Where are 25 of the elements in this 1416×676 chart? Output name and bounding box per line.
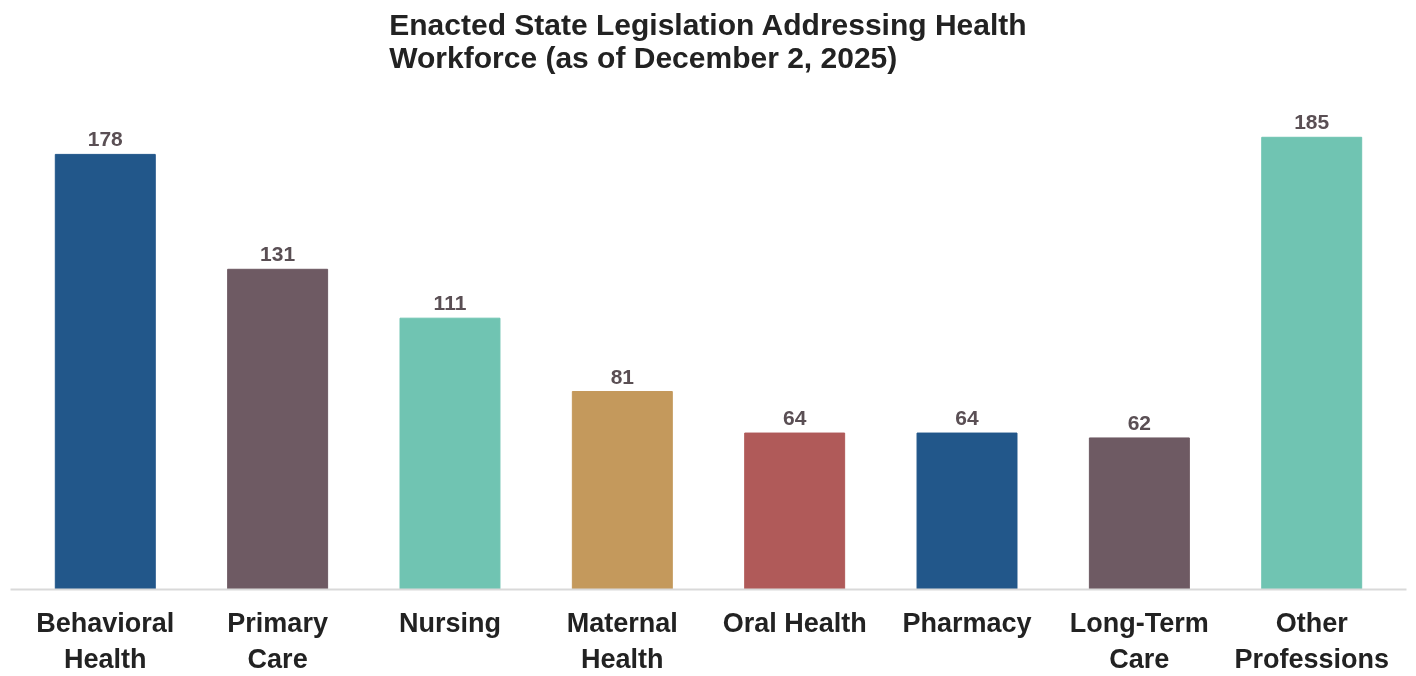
data-label: 131 xyxy=(260,242,296,266)
chart-title: Enacted State Legislation Addressing Health Workforce (as of December 2, 2025) xyxy=(389,7,1027,74)
data-label: 62 xyxy=(1127,410,1152,434)
bar xyxy=(1261,136,1363,590)
x-tick-label: Primary Care xyxy=(227,607,328,674)
data-label: 178 xyxy=(87,127,124,151)
bar xyxy=(916,432,1018,590)
x-tick-label: Behavioral Health xyxy=(36,607,175,674)
bar xyxy=(227,268,329,590)
x-tick-label: Pharmacy xyxy=(902,607,1032,638)
bar xyxy=(744,432,846,590)
data-label: 185 xyxy=(1294,110,1330,134)
data-label: 81 xyxy=(610,364,635,388)
data-label: 64 xyxy=(955,406,980,430)
x-tick-label: Oral Health xyxy=(722,607,867,638)
x-tick-label: Maternal Health xyxy=(566,607,678,674)
bar xyxy=(399,317,501,590)
x-tick-label: Other Professions xyxy=(1234,607,1389,674)
bar xyxy=(54,153,156,590)
bar xyxy=(1088,437,1190,590)
x-tick-label: Nursing xyxy=(398,607,501,638)
data-label: 111 xyxy=(433,291,467,315)
x-tick-label: Long-Term Care xyxy=(1069,607,1209,674)
data-label: 64 xyxy=(782,406,807,430)
bar xyxy=(571,391,673,590)
